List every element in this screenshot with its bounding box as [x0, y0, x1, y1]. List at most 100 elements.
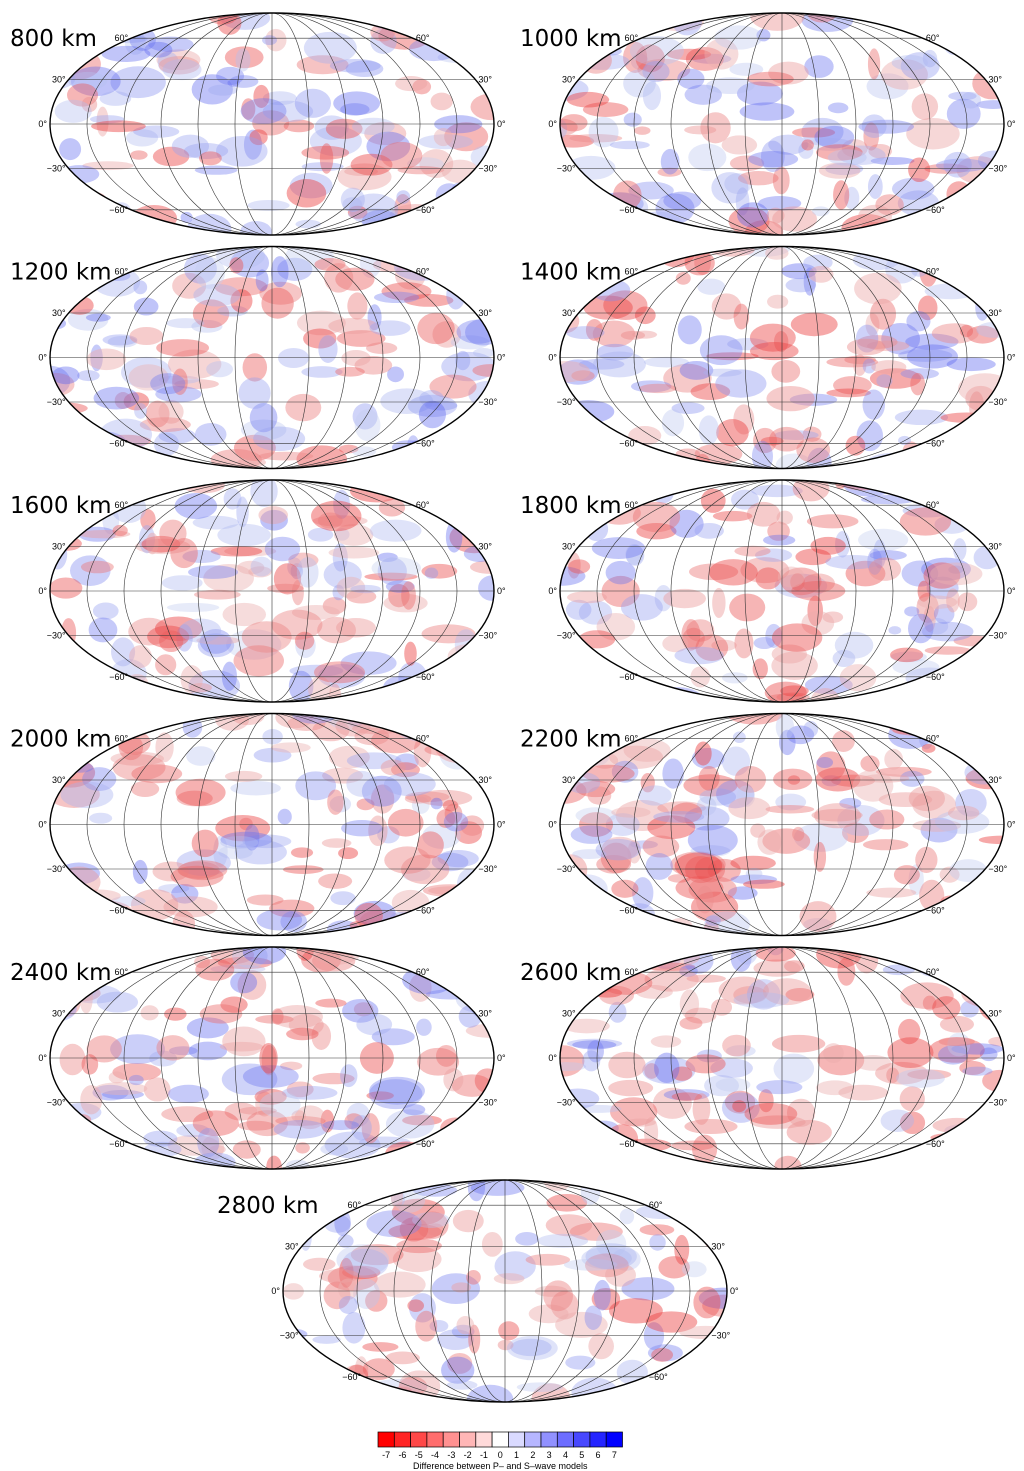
anomaly	[938, 1036, 975, 1047]
anomaly	[906, 310, 931, 332]
anomaly	[924, 646, 972, 655]
anomaly	[102, 13, 159, 32]
anomaly	[161, 575, 203, 591]
anomaly	[827, 102, 849, 114]
anomaly	[921, 621, 974, 642]
anomaly	[242, 947, 287, 965]
lat-label: 30°	[562, 74, 576, 84]
anomaly	[969, 391, 985, 423]
colorbar-swatch	[410, 1431, 428, 1448]
lat-label: 30°	[52, 308, 66, 318]
lat-label: 0°	[38, 820, 47, 830]
anomaly	[774, 573, 828, 599]
anomaly	[143, 1077, 171, 1102]
lat-label: −30°	[47, 864, 66, 874]
anomaly	[366, 1091, 394, 1100]
lat-label: 60°	[115, 734, 129, 744]
anomaly	[841, 139, 868, 158]
anomaly	[560, 982, 585, 1010]
anomaly	[230, 971, 258, 994]
anomaly	[886, 1067, 900, 1084]
lat-label: −30°	[280, 1331, 299, 1341]
anomaly	[854, 272, 902, 305]
anomaly	[63, 696, 88, 702]
anomaly	[418, 134, 473, 150]
anomaly	[398, 1370, 441, 1402]
anomaly	[110, 66, 166, 99]
anomaly	[69, 984, 121, 1004]
lat-label: −30°	[988, 397, 1007, 407]
anomaly	[308, 1180, 362, 1196]
anomaly	[566, 91, 610, 108]
anomaly	[203, 564, 254, 593]
anomaly	[675, 271, 691, 285]
anomaly	[443, 811, 469, 832]
anomaly	[623, 69, 656, 98]
anomaly	[156, 49, 201, 71]
anomaly	[367, 304, 382, 331]
anomaly	[785, 987, 815, 1002]
anomaly	[570, 673, 595, 687]
anomaly	[844, 186, 860, 210]
anomaly	[291, 1110, 307, 1123]
anomaly	[191, 829, 219, 858]
anomaly	[560, 359, 599, 385]
anomaly	[644, 1063, 659, 1079]
anomaly	[620, 594, 663, 621]
anomaly	[216, 66, 245, 86]
colorbar-tick-label: 4	[563, 1450, 568, 1460]
anomaly	[956, 428, 1002, 454]
anomaly	[750, 13, 805, 31]
anomaly	[152, 146, 190, 167]
anomaly	[397, 695, 450, 702]
anomaly	[609, 140, 650, 150]
anomaly	[814, 803, 861, 829]
anomaly	[757, 829, 782, 855]
anomaly	[99, 91, 132, 106]
anomaly	[327, 1186, 344, 1219]
anomaly	[468, 1324, 481, 1354]
anomaly	[132, 859, 148, 885]
anomaly	[112, 524, 128, 537]
lat-label: 0°	[730, 1286, 739, 1296]
anomaly	[421, 1162, 470, 1169]
anomaly	[861, 773, 910, 783]
anomaly	[163, 896, 218, 918]
anomaly	[283, 1363, 320, 1375]
anomaly	[657, 167, 682, 177]
lat-label: 30°	[562, 308, 576, 318]
anomaly	[763, 978, 812, 1006]
anomaly	[560, 688, 599, 702]
anomaly	[283, 1366, 314, 1382]
anomaly	[591, 537, 646, 559]
anomaly	[862, 839, 909, 851]
anomaly	[730, 947, 752, 972]
anomaly	[957, 452, 971, 469]
anomaly	[912, 819, 962, 832]
anomaly	[674, 852, 723, 880]
anomaly	[908, 613, 934, 644]
lat-label: −60°	[109, 438, 128, 448]
anomaly	[463, 421, 478, 434]
anomaly	[415, 1310, 438, 1342]
anomaly	[416, 789, 473, 806]
anomaly	[152, 861, 189, 882]
anomaly	[671, 1066, 693, 1081]
anomaly	[413, 482, 467, 500]
anomaly	[130, 889, 179, 921]
anomaly	[775, 453, 814, 469]
anomaly	[80, 246, 105, 258]
anomaly	[882, 964, 915, 976]
anomaly	[837, 145, 886, 165]
anomaly	[685, 47, 724, 71]
anomaly	[904, 487, 921, 498]
anomaly	[220, 13, 271, 30]
anomaly	[350, 153, 393, 176]
anomaly	[416, 1018, 432, 1036]
anomaly	[749, 323, 796, 352]
anomaly	[694, 443, 743, 465]
anomaly	[861, 114, 887, 139]
anomaly	[575, 807, 617, 824]
anomaly	[342, 1265, 381, 1280]
anomaly	[311, 500, 362, 532]
